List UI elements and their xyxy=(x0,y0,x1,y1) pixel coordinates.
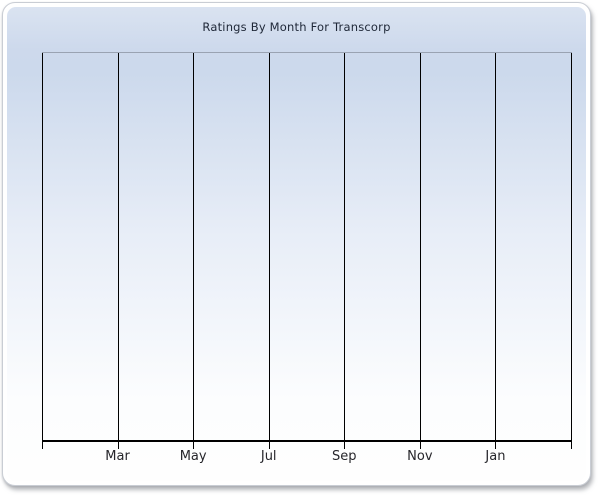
chart-title: Ratings By Month For Transcorp xyxy=(202,20,391,34)
x-gridline xyxy=(193,53,195,440)
plot-area: Mar May Jul Sep Nov Jan xyxy=(42,52,572,464)
x-gridline xyxy=(344,53,346,440)
x-tick-label: Jul xyxy=(260,449,277,464)
x-axis-tick xyxy=(117,442,119,449)
x-tick-label: May xyxy=(179,449,207,464)
x-tick-label: Nov xyxy=(407,449,433,464)
x-gridline xyxy=(571,53,572,440)
x-gridline xyxy=(419,53,421,440)
x-axis-tick xyxy=(571,442,572,449)
x-gridline xyxy=(42,53,43,440)
x-gridline xyxy=(117,53,119,440)
chart-surface: Ratings By Month For Transcorp Mar May Jul… xyxy=(7,7,586,481)
x-axis-tick xyxy=(42,442,43,449)
x-tick-label: Jan xyxy=(485,449,506,464)
x-axis-tick xyxy=(268,442,270,449)
x-gridline xyxy=(495,53,497,440)
x-tick-label: Sep xyxy=(332,449,357,464)
x-gridline xyxy=(268,53,270,440)
x-tick-label: Mar xyxy=(105,449,130,464)
x-axis-tick xyxy=(193,442,195,449)
x-axis-tick xyxy=(419,442,421,449)
chart-panel: Ratings By Month For Transcorp Mar May Jul… xyxy=(2,2,591,486)
x-axis-tick xyxy=(344,442,346,449)
x-axis-tick xyxy=(495,442,497,449)
